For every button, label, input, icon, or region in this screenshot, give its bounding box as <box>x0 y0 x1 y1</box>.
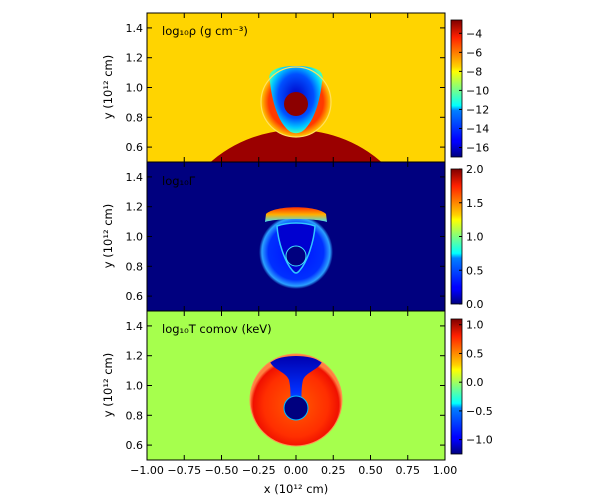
y-tick-label: 0.8 <box>126 111 144 124</box>
lorentz-core <box>285 245 307 267</box>
y-tick-label: 1.4 <box>126 22 144 35</box>
y-tick-label: 1.2 <box>126 52 144 65</box>
colorbar-tick-label: −14 <box>466 122 489 135</box>
density-y-label: y (10¹² cm) <box>101 55 115 119</box>
lorentz-annotation: log₁₀Γ <box>162 174 196 188</box>
lorentz-colorbar: 2.0 1.5 1.0 0.5 0.0 <box>450 163 484 311</box>
temperature-annotation: log₁₀T comov (keV) <box>162 322 272 336</box>
x-tick-label: 0.25 <box>321 464 346 477</box>
temperature-rim <box>249 353 343 447</box>
temperature-cavity <box>270 356 322 416</box>
x-tick-label: −0.75 <box>167 464 201 477</box>
x-axis-label: x (10¹² cm) <box>264 482 328 496</box>
temperature-y-label: y (10¹² cm) <box>101 353 115 417</box>
y-tick-label: 1.2 <box>126 201 144 214</box>
x-tick-label: 0.50 <box>358 464 383 477</box>
y-tick-label: 1.0 <box>126 231 144 244</box>
lorentz-map <box>147 162 445 311</box>
colorbar-tick-label: 0.0 <box>466 298 484 311</box>
x-tick-label: 1.00 <box>433 464 458 477</box>
temperature-core <box>283 395 309 421</box>
x-tick-label: 0.00 <box>284 464 309 477</box>
density-colorbar: −4 −6 −8 −10 −12 −14 −16 <box>450 19 489 158</box>
colorbar-tick-label: −16 <box>466 141 489 154</box>
x-tick-label: 0.75 <box>396 464 421 477</box>
lorentz-panel: log₁₀Γ 0.6 0.8 1.0 1.2 1.4 y (10¹² cm) 2.0 1.… <box>101 161 484 312</box>
density-y-axis: 0.6 0.8 1.0 1.2 1.4 <box>126 13 446 162</box>
bubble-core <box>284 92 308 116</box>
colorbar-tick-label: 1.0 <box>466 231 484 244</box>
density-map <box>147 13 445 162</box>
temperature-map <box>147 311 445 460</box>
y-tick-label: 1.0 <box>126 82 144 95</box>
temperature-panel: log₁₀T comov (keV) 0.6 0.8 1.0 1.2 1.4 y (10… <box>101 310 493 496</box>
temperature-y-axis: 0.6 0.8 1.0 1.2 1.4 <box>126 320 445 452</box>
y-tick-label: 1.2 <box>126 350 144 363</box>
density-annotation: log₁₀ρ (g cm⁻³) <box>162 24 248 38</box>
colorbar-tick-label: 0.0 <box>466 376 484 389</box>
y-tick-label: 0.6 <box>126 290 144 303</box>
colorbar-tick-label: 0.5 <box>466 347 484 360</box>
colorbar-tick-label: −1.0 <box>466 434 493 447</box>
y-tick-label: 0.8 <box>126 260 144 273</box>
y-tick-label: 1.4 <box>126 171 144 184</box>
temperature-colorbar: 1.0 0.5 0.0 −0.5 −1.0 <box>450 318 493 455</box>
colorbar-tick-label: 1.5 <box>466 197 484 210</box>
bubble-rim <box>260 66 332 138</box>
colorbar-tick-label: −10 <box>466 84 489 97</box>
density-panel: log₁₀ρ (g cm⁻³) 0.6 0.8 1.0 1.2 1.4 y (10¹² … <box>101 12 489 163</box>
y-tick-label: 1.0 <box>126 380 144 393</box>
stellar-envelope <box>210 130 382 162</box>
lorentz-y-axis: 0.6 0.8 1.0 1.2 1.4 <box>126 162 446 311</box>
x-tick-label: −0.50 <box>205 464 239 477</box>
y-tick-label: 0.6 <box>126 141 144 154</box>
y-tick-label: 0.6 <box>126 439 144 452</box>
x-tick-label: −1.00 <box>130 464 164 477</box>
lorentz-jet-head <box>265 207 327 222</box>
colorbar-tick-label: −0.5 <box>466 405 493 418</box>
colorbar-tick-label: −8 <box>466 65 482 78</box>
colorbar-tick-label: 1.0 <box>466 319 484 332</box>
colorbar-tick-label: 0.5 <box>466 264 484 277</box>
colorbar-tick-label: −6 <box>466 46 482 59</box>
colorbar-tick-label: 2.0 <box>466 163 484 176</box>
x-tick-label: −0.25 <box>242 464 276 477</box>
lorentz-y-label: y (10¹² cm) <box>101 204 115 268</box>
y-tick-label: 0.8 <box>126 409 144 422</box>
y-tick-label: 1.4 <box>126 320 144 333</box>
x-axis: −1.00 −0.75 −0.50 −0.25 0.00 0.25 0.50 0.75 1.00 <box>130 311 457 477</box>
colorbar-tick-label: −4 <box>466 27 482 40</box>
colorbar-tick-label: −12 <box>466 103 489 116</box>
